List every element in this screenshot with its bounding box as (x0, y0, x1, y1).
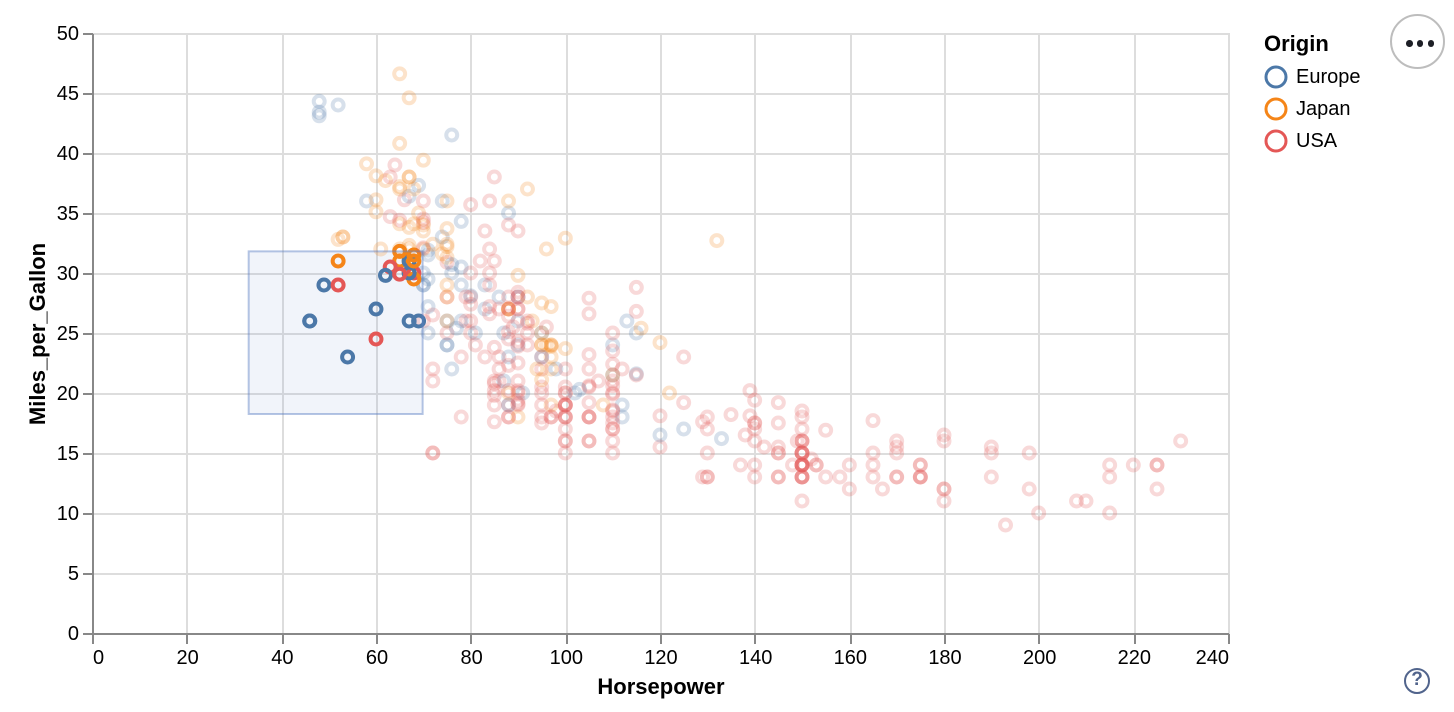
svg-text:15: 15 (57, 443, 79, 465)
svg-text:160: 160 (833, 647, 866, 669)
svg-text:10: 10 (57, 503, 79, 525)
svg-text:50: 50 (57, 23, 79, 45)
svg-text:Horsepower: Horsepower (597, 674, 725, 699)
svg-text:40: 40 (271, 647, 293, 669)
svg-text:100: 100 (549, 647, 582, 669)
svg-text:30: 30 (57, 263, 79, 285)
svg-text:220: 220 (1117, 647, 1150, 669)
svg-text:20: 20 (176, 647, 198, 669)
svg-text:200: 200 (1023, 647, 1056, 669)
svg-text:120: 120 (644, 647, 677, 669)
svg-text:35: 35 (57, 203, 79, 225)
svg-text:20: 20 (57, 383, 79, 405)
svg-text:140: 140 (739, 647, 772, 669)
svg-text:0: 0 (93, 647, 104, 669)
svg-text:40: 40 (57, 143, 79, 165)
svg-text:0: 0 (68, 623, 79, 645)
svg-text:45: 45 (57, 83, 79, 105)
svg-text:Japan: Japan (1296, 98, 1351, 120)
svg-text:Miles_per_Gallon: Miles_per_Gallon (25, 243, 50, 425)
svg-text:25: 25 (57, 323, 79, 345)
svg-text:80: 80 (460, 647, 482, 669)
svg-text:180: 180 (928, 647, 961, 669)
svg-text:60: 60 (366, 647, 388, 669)
svg-text:Origin: Origin (1264, 31, 1329, 56)
svg-text:240: 240 (1195, 647, 1228, 669)
svg-text:USA: USA (1296, 130, 1338, 152)
svg-text:5: 5 (68, 563, 79, 585)
svg-text:Europe: Europe (1296, 66, 1361, 88)
